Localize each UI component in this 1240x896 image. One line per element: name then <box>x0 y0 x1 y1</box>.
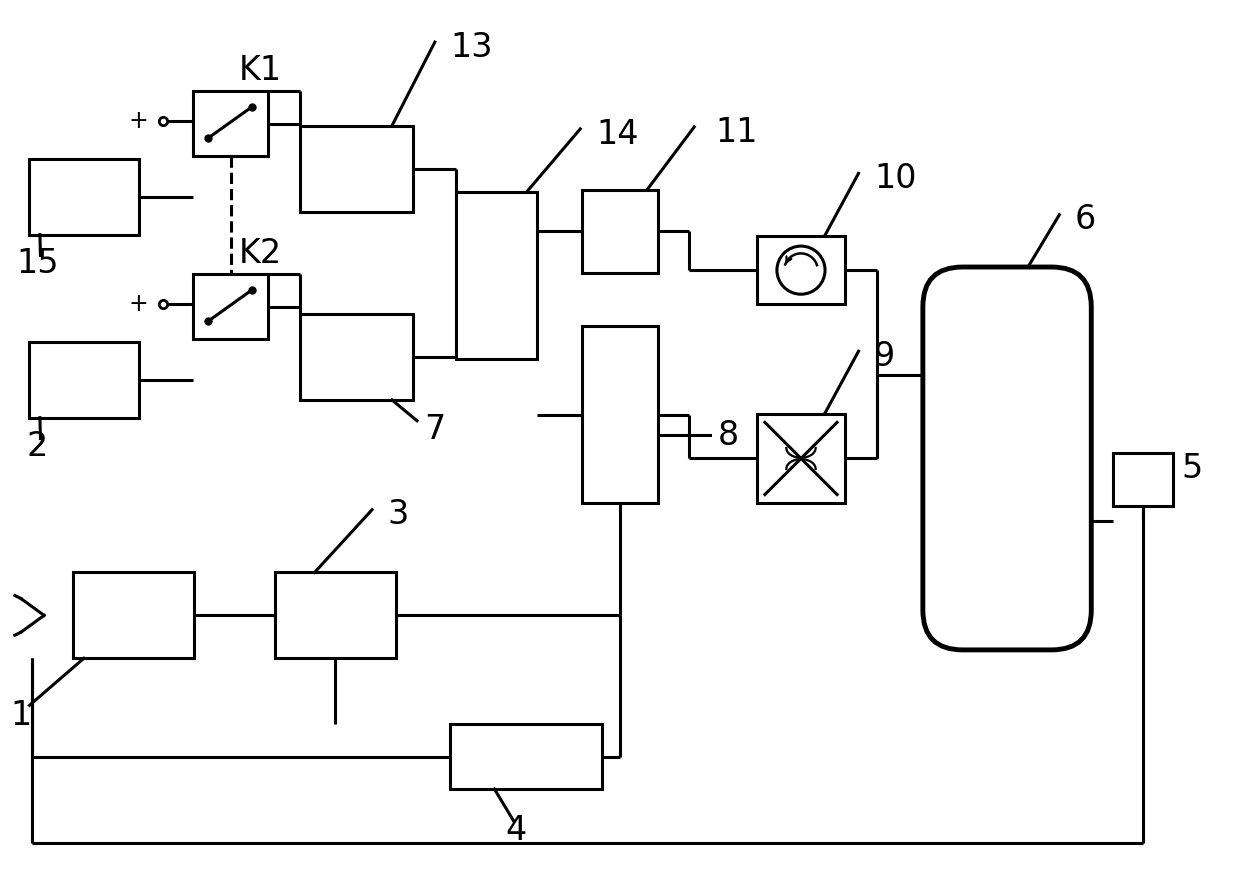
Bar <box>756 414 846 503</box>
Text: 6: 6 <box>1075 203 1096 237</box>
Text: 5: 5 <box>1182 452 1203 486</box>
Text: 10: 10 <box>874 162 916 195</box>
Text: 14: 14 <box>596 117 639 151</box>
Text: K1: K1 <box>239 54 283 87</box>
Bar <box>30 159 139 235</box>
Bar <box>73 573 193 659</box>
Bar <box>300 125 413 211</box>
Bar <box>583 190 657 273</box>
Bar <box>450 724 601 789</box>
Text: 9: 9 <box>874 340 895 373</box>
Bar <box>456 192 537 359</box>
Text: +: + <box>129 291 149 315</box>
Bar <box>193 91 269 156</box>
Text: 2: 2 <box>27 430 48 463</box>
Text: K2: K2 <box>239 237 283 270</box>
Text: 11: 11 <box>715 116 758 149</box>
Text: 15: 15 <box>16 247 58 280</box>
Bar <box>275 573 396 659</box>
Bar <box>756 237 846 304</box>
Bar <box>300 314 413 400</box>
Text: 13: 13 <box>450 30 494 64</box>
Bar <box>583 325 657 504</box>
Text: 4: 4 <box>505 814 526 848</box>
Text: 3: 3 <box>388 498 409 531</box>
Bar <box>1112 453 1173 505</box>
Bar <box>193 274 269 340</box>
Text: 8: 8 <box>717 419 738 452</box>
Text: +: + <box>129 108 149 133</box>
Text: 7: 7 <box>424 413 445 445</box>
FancyBboxPatch shape <box>923 267 1091 650</box>
Text: 1: 1 <box>11 699 32 732</box>
Circle shape <box>777 246 825 294</box>
Bar <box>30 342 139 418</box>
